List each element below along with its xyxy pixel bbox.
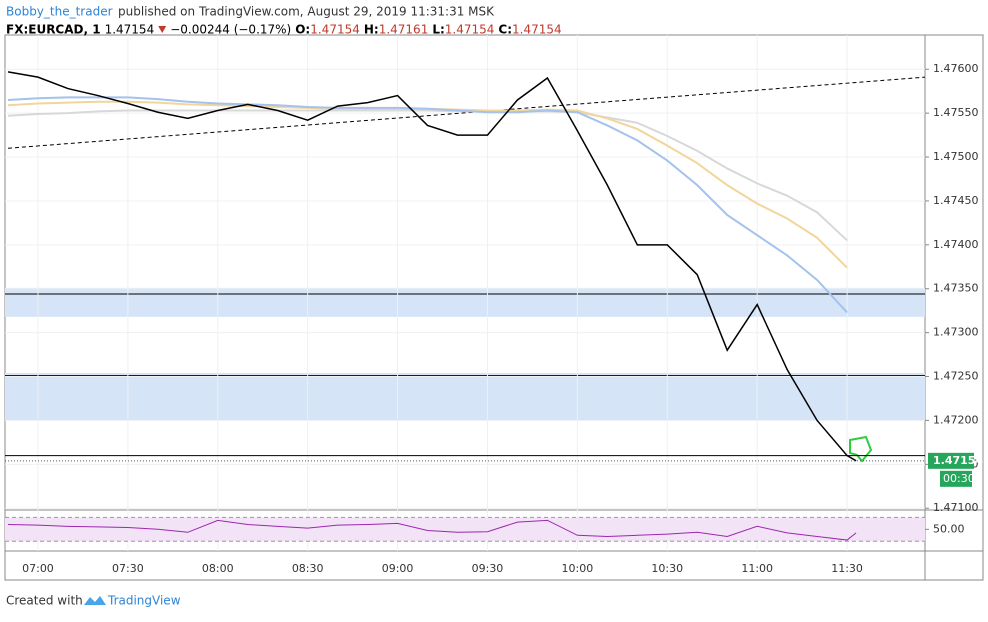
rsi-line: [7, 519, 857, 541]
countdown: 00:30: [943, 472, 975, 485]
countdown-box: [940, 470, 972, 487]
x-tick-label: 08:30: [292, 562, 324, 575]
zone: [5, 373, 925, 421]
moving-average: [7, 100, 848, 269]
x-tick-label: 10:00: [562, 562, 594, 575]
y-tick-label: 1.47550: [933, 106, 979, 119]
x-tick-label: 08:00: [202, 562, 234, 575]
x-tick-label: 11:00: [741, 562, 773, 575]
y-tick-label: 1.47100: [933, 501, 979, 514]
header-field: 1.47161: [379, 23, 429, 37]
footer-brand[interactable]: TradingView: [107, 594, 181, 608]
price-line: [7, 71, 857, 462]
x-tick-label: 07:00: [22, 562, 54, 575]
y-tick-label: 1.47250: [933, 370, 979, 383]
x-tick-label: 07:30: [112, 562, 144, 575]
y-tick-label: 1.47600: [933, 62, 979, 75]
trendline: [7, 76, 926, 149]
down-arrow: [158, 26, 167, 33]
y-tick-label: 1.47450: [933, 194, 979, 207]
footer: Created with TradingView: [6, 594, 181, 608]
rsi-band: [5, 517, 925, 542]
x-tick-label: 09:30: [472, 562, 504, 575]
moving-average: [7, 109, 848, 242]
header-field: L:: [432, 23, 444, 37]
header-field: FX:EURCAD, 1: [6, 23, 101, 37]
x-tick-label: 09:00: [382, 562, 414, 575]
y-tick-label: 1.47400: [933, 238, 979, 251]
header-field: 1.47154: [512, 23, 562, 37]
header-field: H:: [364, 23, 379, 37]
author[interactable]: Bobby_the_trader: [6, 5, 113, 19]
published: published on TradingView.com, August 29,…: [118, 5, 495, 19]
header-field: 1.47154: [445, 23, 495, 37]
x-tick-label: 10:30: [651, 562, 683, 575]
footer-text: Created with: [6, 594, 83, 608]
thumb-icon: [849, 435, 873, 463]
header-field: 1.47154: [310, 23, 360, 37]
zone: [5, 287, 925, 317]
logo: [84, 596, 106, 605]
moving-average: [7, 96, 848, 314]
price-label: 1.47154: [933, 454, 983, 467]
x-tick-label: 11:30: [831, 562, 863, 575]
header-field: C:: [498, 23, 512, 37]
rsi-tick-label: 50.00: [933, 522, 965, 535]
price-label-box: [928, 452, 974, 469]
y-tick-label: 1.47300: [933, 326, 979, 339]
y-tick-label: 1.47500: [933, 150, 979, 163]
header-field: O:: [295, 23, 310, 37]
y-tick-label: 1.47350: [933, 282, 979, 295]
header-field: 1.47154: [105, 23, 155, 37]
header-field: −0.00244 (−0.17%): [170, 23, 291, 37]
y-tick-label: 1.47200: [933, 413, 979, 426]
